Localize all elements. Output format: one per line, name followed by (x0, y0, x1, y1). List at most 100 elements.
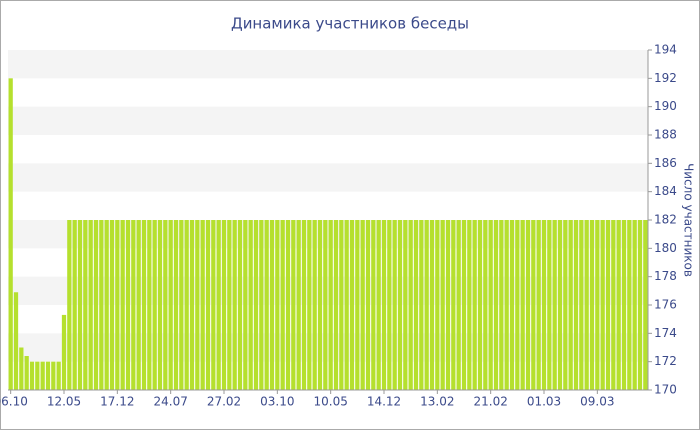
bar (264, 220, 269, 390)
y-tick-label: 174 (654, 326, 677, 340)
bar (504, 220, 509, 390)
bar (600, 220, 605, 390)
bar (307, 220, 312, 390)
y-tick-label: 188 (654, 128, 677, 142)
bar (312, 220, 317, 390)
bar (13, 292, 19, 390)
bar (392, 220, 397, 390)
bar (360, 220, 365, 390)
bar (365, 220, 371, 390)
bar (45, 361, 51, 390)
bar (643, 220, 648, 390)
bar (19, 347, 24, 390)
bar (451, 220, 456, 390)
bar (525, 220, 531, 390)
bar (200, 220, 205, 390)
bar (403, 220, 408, 390)
bar (531, 220, 536, 390)
x-tick-label: 13.02 (420, 395, 454, 409)
bar (637, 220, 643, 390)
bar (552, 220, 557, 390)
bar (483, 220, 488, 390)
bar (205, 220, 211, 390)
bar (344, 220, 349, 390)
bar (147, 220, 152, 390)
bar (120, 220, 125, 390)
bar (285, 220, 291, 390)
bar (296, 220, 301, 390)
y-tick-label: 190 (654, 99, 677, 113)
bar (632, 220, 637, 390)
bar (376, 220, 381, 390)
bar (51, 361, 56, 390)
x-tick-label: 14.12 (367, 395, 401, 409)
bar (131, 220, 136, 390)
bar (456, 220, 461, 390)
bar (381, 220, 387, 390)
y-tick-label: 194 (654, 43, 677, 57)
bar (584, 220, 589, 390)
bar (536, 220, 541, 390)
bar (413, 220, 419, 390)
bar (269, 220, 275, 390)
bar (109, 220, 115, 390)
bar (349, 220, 355, 390)
grid-band (8, 333, 648, 362)
bar (627, 220, 632, 390)
y-tick-label: 178 (654, 269, 677, 283)
bar (477, 220, 483, 390)
bar (8, 78, 13, 390)
bar (579, 220, 584, 390)
bar (243, 220, 248, 390)
bar (355, 220, 360, 390)
bar (168, 220, 173, 390)
bar (72, 220, 77, 390)
bar (232, 220, 237, 390)
x-tick-label: 17.12 (100, 395, 134, 409)
bar (29, 361, 35, 390)
bar (595, 220, 600, 390)
bar (440, 220, 445, 390)
bar (61, 314, 67, 390)
bar (259, 220, 264, 390)
bar (621, 220, 627, 390)
bar (467, 220, 472, 390)
bar (99, 220, 104, 390)
bar (136, 220, 141, 390)
bar (248, 220, 253, 390)
bar (488, 220, 493, 390)
chart-title: Динамика участников беседы (231, 15, 469, 33)
bar (493, 220, 499, 390)
grid-band (8, 106, 648, 135)
bar (333, 220, 339, 390)
bar (157, 220, 163, 390)
x-tick-label: 06.10 (0, 395, 28, 409)
y-axis-label: Число участников (682, 163, 696, 277)
x-tick-label: 10.05 (313, 395, 347, 409)
bar (429, 220, 435, 390)
x-tick-label: 03.10 (260, 395, 294, 409)
bar (605, 220, 611, 390)
bar (163, 220, 168, 390)
bar (184, 220, 189, 390)
bar (189, 220, 195, 390)
bar (589, 220, 595, 390)
bar (563, 220, 568, 390)
bar (499, 220, 504, 390)
y-tick-label: 184 (654, 184, 677, 198)
y-tick-label: 192 (654, 71, 677, 85)
bar (557, 220, 563, 390)
bar (152, 220, 157, 390)
bar (104, 220, 109, 390)
bar (547, 220, 552, 390)
x-tick-label: 01.03 (527, 395, 561, 409)
bar (253, 220, 259, 390)
bar (509, 220, 515, 390)
bar (237, 220, 243, 390)
bar (115, 220, 120, 390)
bar (515, 220, 520, 390)
y-tick-label: 176 (654, 298, 677, 312)
bar (227, 220, 232, 390)
bar (88, 220, 93, 390)
